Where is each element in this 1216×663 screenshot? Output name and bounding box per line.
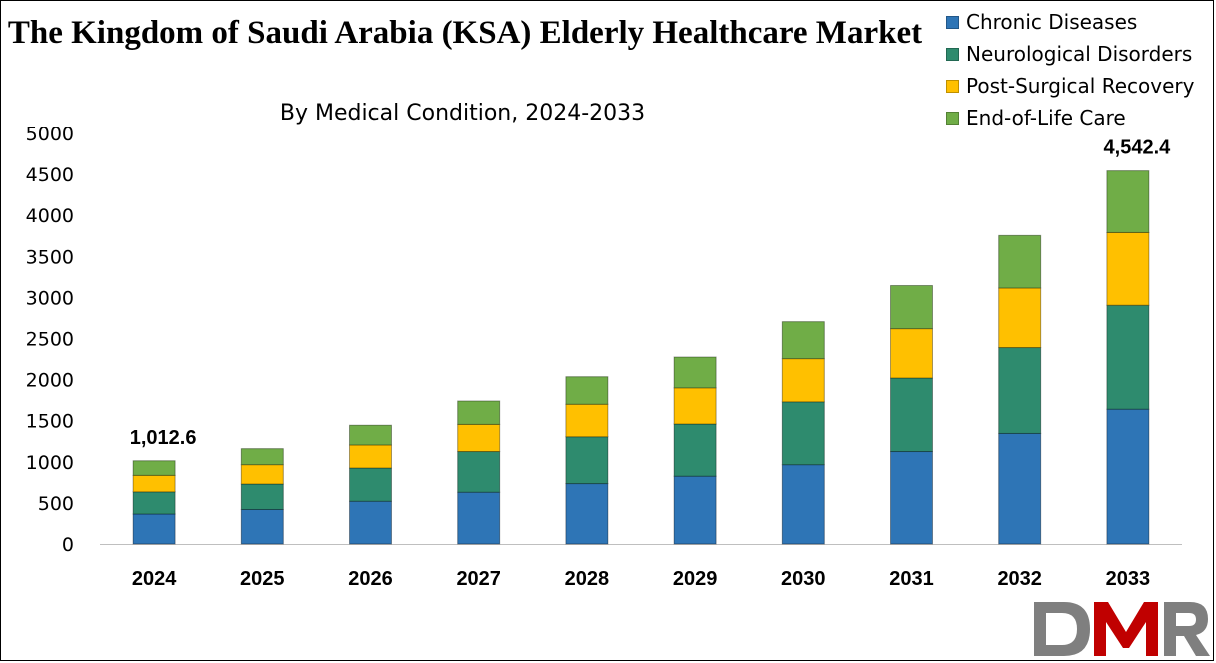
y-tick-label: 2500 <box>26 329 74 351</box>
bar-segment-shade <box>349 467 392 502</box>
bar-segment-shade <box>1106 170 1150 233</box>
bar-segment-shade <box>998 347 1042 434</box>
bar-segment-shade <box>565 376 609 405</box>
logo-letter-d <box>1034 602 1090 656</box>
dmr-logo <box>1034 602 1210 656</box>
y-tick-label: 4500 <box>26 164 74 186</box>
logo-letter-r <box>1164 602 1210 656</box>
legend-swatch <box>946 111 959 125</box>
bar-segment-shade <box>673 475 717 545</box>
legend-label: End-of-Life Care <box>966 106 1126 130</box>
y-tick-label: 500 <box>38 493 74 515</box>
bar-segment-shade <box>998 234 1042 289</box>
legend-item-chronic-diseases: Chronic Diseases <box>946 6 1194 38</box>
legend-item-end-of-life-care: End-of-Life Care <box>946 102 1194 134</box>
x-tick-label: 2033 <box>1106 568 1151 590</box>
bar-segment-shade <box>349 424 392 446</box>
chart-subtitle: By Medical Condition, 2024-2033 <box>279 101 646 126</box>
bar-segment-shade <box>457 451 501 493</box>
legend-swatch <box>946 79 959 93</box>
bar-segment-shade <box>890 328 933 379</box>
bar-segment-shade <box>457 400 501 425</box>
bar-segment-shade <box>673 423 717 477</box>
x-tick-label: 2031 <box>889 568 934 590</box>
legend-item-post-surgical-recovery: Post-Surgical Recovery <box>946 70 1194 102</box>
y-tick-label: 2000 <box>26 370 74 392</box>
bar-segment-shade <box>1106 231 1150 306</box>
bar-segment-shade <box>1106 408 1150 545</box>
legend-label: Neurological Disorders <box>966 42 1193 66</box>
y-tick-label: 3000 <box>26 287 74 309</box>
bar-segment-shade <box>132 491 176 515</box>
bar-segment-shade <box>457 491 501 545</box>
bar-segment-shade <box>132 513 176 545</box>
y-tick-label: 1500 <box>26 411 74 433</box>
x-tick-label: 2028 <box>565 568 610 590</box>
data-label: 4,542.4 <box>1104 137 1172 159</box>
legend-item-neurological-disorders: Neurological Disorders <box>946 38 1194 70</box>
legend-swatch <box>946 15 959 29</box>
x-tick-label: 2026 <box>348 568 393 590</box>
bar-segment-shade <box>565 436 609 485</box>
x-tick-label: 2032 <box>997 568 1042 590</box>
bar-segment-shade <box>781 464 825 545</box>
x-tick-label: 2029 <box>673 568 718 590</box>
bar-segment-shade <box>349 444 392 469</box>
bar-segment-shade <box>673 387 717 425</box>
bar-segment-shade <box>998 287 1042 349</box>
x-tick-label: 2024 <box>132 568 177 590</box>
bar-segment-shade <box>132 460 176 476</box>
bar-segment-shade <box>890 377 933 453</box>
bar-segment-shade <box>240 483 284 510</box>
legend-label: Chronic Diseases <box>966 10 1138 34</box>
x-tick-label: 2030 <box>781 568 826 590</box>
bar-segment-shade <box>1106 304 1150 410</box>
chart-title: The Kingdom of Saudi Arabia (KSA) Elderl… <box>7 15 923 51</box>
x-tick-label: 2025 <box>240 568 285 590</box>
y-tick-label: 5000 <box>26 123 74 145</box>
bar-segment-shade <box>240 508 284 545</box>
data-label: 1,012.6 <box>130 427 197 449</box>
x-tick-label: 2027 <box>456 568 501 590</box>
y-tick-label: 3500 <box>26 246 74 268</box>
y-tick-label: 0 <box>62 534 74 556</box>
bar-segment-shade <box>240 448 284 466</box>
bar-segment-shade <box>349 500 392 545</box>
bar-segment-shade <box>565 403 609 438</box>
legend-swatch <box>946 47 959 61</box>
y-tick-label: 1000 <box>26 452 74 474</box>
bar-segment-shade <box>781 321 825 360</box>
bar-segment-shade <box>457 423 501 453</box>
bar-segment-shade <box>781 358 825 403</box>
logo-letter-m <box>1094 602 1158 656</box>
y-tick-label: 4000 <box>26 205 74 227</box>
legend-label: Post-Surgical Recovery <box>966 74 1195 98</box>
bar-segment-shade <box>132 474 176 493</box>
bar-segment-shade <box>240 464 284 485</box>
bar-segment-shade <box>673 356 717 389</box>
bar-segment-shade <box>998 432 1042 545</box>
bar-segment-shade <box>565 483 609 545</box>
bar-segment-shade <box>781 401 825 466</box>
chart-legend: Chronic Diseases Neurological Disorders … <box>946 6 1194 134</box>
bar-segment-shade <box>890 284 933 330</box>
bar-segment-shade <box>890 451 933 545</box>
